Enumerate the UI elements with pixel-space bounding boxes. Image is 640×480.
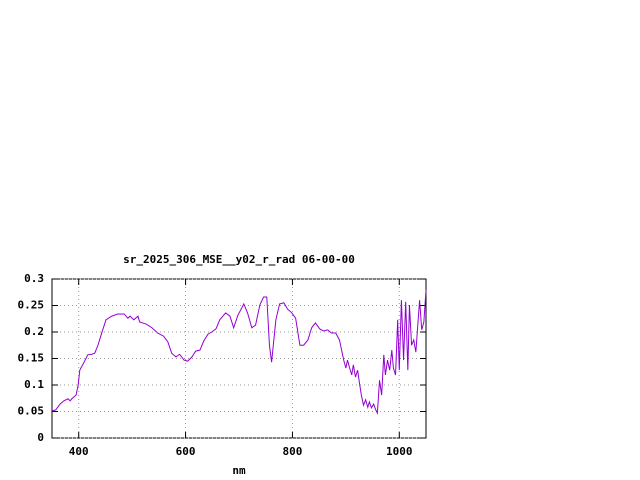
data-line [51,290,427,415]
y-tick-label: 0 [37,431,44,444]
chart-title: sr_2025_306_MSE__y02_r_rad 06-00-00 [123,253,355,266]
y-tick-label: 0.05 [18,405,45,418]
x-tick-label: 400 [69,445,89,458]
x-tick-label: 800 [282,445,302,458]
x-tick-label: 600 [176,445,196,458]
x-tick-label: 1000 [386,445,413,458]
y-tick-label: 0.25 [18,299,45,312]
y-tick-label: 0.1 [24,378,44,391]
x-axis-label: nm [232,464,246,477]
y-tick-label: 0.15 [18,352,45,365]
y-tick-label: 0.2 [24,325,44,338]
y-tick-label: 0.3 [24,272,44,285]
